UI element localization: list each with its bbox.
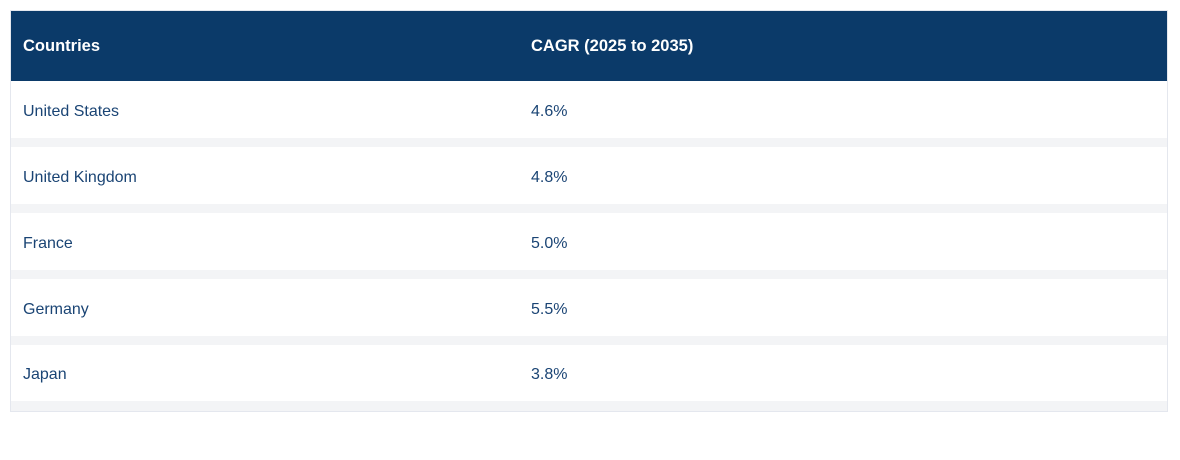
country-cell: United States (23, 102, 120, 120)
cagr-cell: 4.6% (531, 102, 568, 120)
cagr-cell: 4.8% (531, 168, 568, 186)
table-row: United Kingdom 4.8% (11, 147, 1167, 213)
cagr-cell: 5.0% (531, 234, 568, 252)
header-cell-countries: Countries (23, 36, 101, 55)
header-cell-cagr: CAGR (2025 to 2035) (531, 36, 694, 55)
cagr-cell: 5.5% (531, 300, 568, 318)
country-cell: Japan (23, 366, 67, 383)
table-body: United States 4.6% United Kingdom 4.8% F… (11, 81, 1167, 411)
cagr-cell: 3.8% (531, 366, 568, 383)
country-cell: United Kingdom (23, 168, 137, 186)
table-row: France 5.0% (11, 213, 1167, 279)
country-cell: France (23, 234, 73, 252)
cagr-table: Countries CAGR (2025 to 2035) United Sta… (10, 10, 1168, 412)
table-header-row: Countries CAGR (2025 to 2035) (11, 11, 1167, 81)
table-row: Japan 3.8% (11, 345, 1167, 411)
table-row: United States 4.6% (11, 81, 1167, 147)
country-cell: Germany (23, 300, 89, 318)
table-row: Germany 5.5% (11, 279, 1167, 345)
